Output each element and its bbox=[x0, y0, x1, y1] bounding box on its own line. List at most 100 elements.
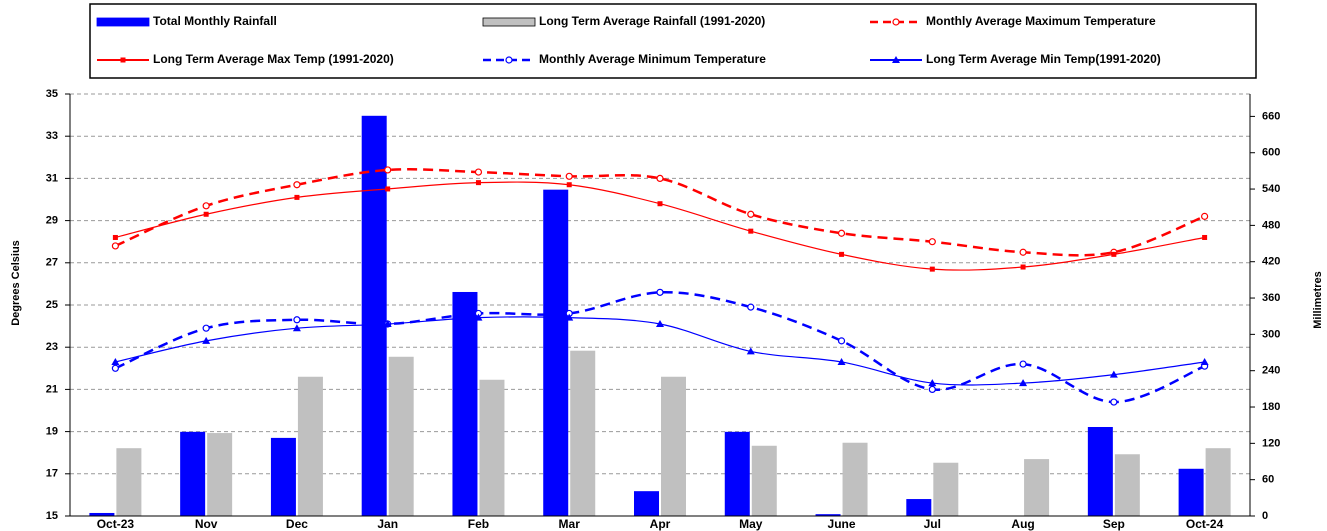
x-tick-label: Mar bbox=[559, 517, 581, 531]
line-marker bbox=[203, 211, 209, 217]
line-marker bbox=[839, 251, 845, 257]
legend-label: Long Term Average Max Temp (1991-2020) bbox=[153, 52, 394, 66]
y-tick-label: 29 bbox=[46, 215, 58, 227]
line bbox=[115, 316, 1205, 386]
line-marker bbox=[1020, 264, 1026, 270]
line-marker bbox=[656, 174, 664, 182]
x-tick-label: May bbox=[739, 517, 763, 531]
y2-tick-label: 300 bbox=[1262, 328, 1280, 340]
line-marker bbox=[202, 336, 211, 344]
line bbox=[114, 168, 1206, 257]
bar bbox=[452, 291, 478, 516]
line-marker bbox=[928, 385, 936, 393]
y-tick-label: 33 bbox=[46, 130, 58, 142]
y-axis-label: Degrees Celsius bbox=[10, 240, 22, 326]
bar bbox=[207, 433, 233, 516]
line-marker bbox=[656, 319, 664, 327]
line-marker bbox=[1110, 398, 1118, 406]
bar bbox=[297, 376, 323, 516]
x-tick-label: Oct-24 bbox=[1186, 517, 1224, 531]
bar bbox=[116, 448, 142, 516]
line-marker bbox=[112, 234, 118, 240]
x-tick-label: Nov bbox=[195, 517, 218, 531]
legend-marker bbox=[505, 56, 513, 64]
y-tick-label: 27 bbox=[46, 257, 58, 269]
x-tick-label: Jul bbox=[924, 517, 941, 531]
y-tick-label: 17 bbox=[46, 468, 58, 480]
y2-tick-label: 120 bbox=[1262, 437, 1280, 449]
bar bbox=[933, 462, 959, 516]
bar bbox=[1205, 448, 1231, 516]
line-marker bbox=[1201, 212, 1209, 220]
legend-label: Monthly Average Minimum Temperature bbox=[539, 52, 766, 66]
line-marker bbox=[565, 313, 574, 321]
bar bbox=[270, 437, 296, 516]
bar bbox=[906, 499, 932, 516]
x-tick-label: Jan bbox=[377, 517, 398, 531]
line-marker bbox=[748, 228, 754, 234]
bar bbox=[751, 445, 777, 516]
y2-tick-label: 540 bbox=[1262, 183, 1280, 195]
bar bbox=[1114, 454, 1140, 516]
line-marker bbox=[837, 337, 846, 345]
line-marker bbox=[385, 186, 391, 192]
bar bbox=[1178, 468, 1204, 516]
line-marker bbox=[293, 181, 301, 189]
y2-tick-label: 660 bbox=[1262, 110, 1280, 122]
line-marker bbox=[111, 364, 119, 372]
line-marker bbox=[929, 266, 935, 272]
line-marker bbox=[747, 210, 755, 218]
bar bbox=[543, 189, 569, 516]
y-tick-label: 15 bbox=[46, 510, 58, 522]
x-tick-label: June bbox=[828, 517, 856, 531]
x-tick-label: Sep bbox=[1103, 517, 1125, 531]
line-marker bbox=[475, 180, 481, 186]
bar bbox=[1087, 426, 1113, 516]
legend-marker bbox=[892, 56, 900, 63]
legend-marker bbox=[120, 57, 126, 63]
bar bbox=[479, 379, 505, 516]
bar bbox=[570, 350, 596, 516]
bar bbox=[180, 431, 206, 516]
x-tick-label: Feb bbox=[468, 517, 489, 531]
line-marker bbox=[1200, 357, 1209, 365]
y2-tick-label: 0 bbox=[1262, 510, 1268, 522]
line-marker bbox=[292, 324, 301, 332]
y2-tick-label: 480 bbox=[1262, 219, 1280, 231]
line-marker bbox=[111, 242, 119, 250]
legend-swatch bbox=[96, 17, 150, 27]
bar bbox=[661, 376, 686, 516]
line-marker bbox=[384, 166, 392, 174]
y2-tick-label: 180 bbox=[1262, 401, 1280, 413]
line-marker bbox=[111, 357, 120, 365]
line-marker bbox=[837, 357, 846, 365]
y2-tick-label: 420 bbox=[1262, 256, 1280, 268]
line-marker bbox=[1111, 251, 1117, 257]
bar bbox=[842, 442, 868, 516]
line-marker bbox=[837, 229, 846, 237]
legend-box bbox=[89, 3, 1257, 79]
line-marker bbox=[383, 319, 392, 327]
y2-tick-label: 600 bbox=[1262, 147, 1280, 159]
y2-tick-label: 240 bbox=[1262, 365, 1280, 377]
legend-swatch bbox=[482, 17, 536, 27]
y2-axis-label: Millimetres bbox=[1312, 271, 1324, 328]
line-marker bbox=[928, 379, 937, 387]
line-marker bbox=[1019, 248, 1027, 256]
legend-label: Total Monthly Rainfall bbox=[153, 14, 277, 28]
y-tick-label: 19 bbox=[46, 426, 58, 438]
x-tick-label: Apr bbox=[650, 517, 671, 531]
line-marker bbox=[657, 201, 663, 207]
bar bbox=[1024, 459, 1050, 516]
bar bbox=[724, 431, 750, 516]
x-tick-label: Aug bbox=[1011, 517, 1034, 531]
line-marker bbox=[747, 303, 755, 311]
bar bbox=[89, 512, 115, 516]
line-marker bbox=[474, 168, 483, 176]
line-marker bbox=[293, 316, 301, 324]
y-tick-label: 21 bbox=[46, 383, 58, 395]
legend-label: Monthly Average Maximum Temperature bbox=[926, 14, 1156, 28]
line-marker bbox=[746, 347, 755, 355]
y-tick-label: 35 bbox=[46, 88, 58, 100]
bar bbox=[388, 356, 414, 516]
